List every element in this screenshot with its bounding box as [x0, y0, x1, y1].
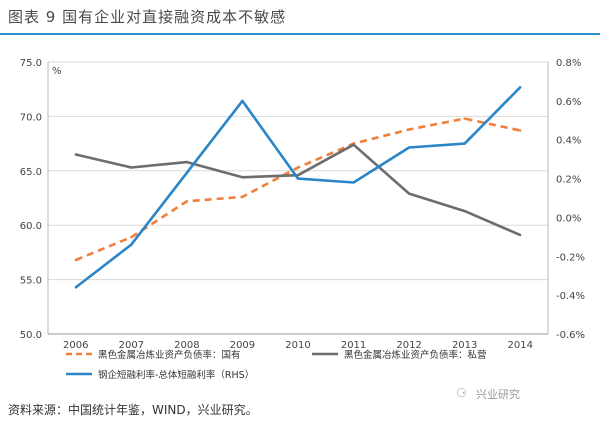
data-point	[74, 286, 77, 289]
y-right-tick-label: -0.4%	[556, 291, 585, 302]
y-right-tick-label: 0.0%	[556, 213, 581, 224]
data-point	[407, 192, 411, 195]
y-right-tick-label: -0.6%	[556, 330, 585, 341]
legend-label: 黑色金属冶炼业资产负债率：国有	[98, 349, 241, 361]
data-point	[185, 160, 189, 164]
x-tick-label: 2012	[396, 340, 421, 351]
data-point	[74, 258, 77, 262]
legend-label: 钢企短融利率-总体短融利率（RHS）	[98, 369, 254, 381]
data-point	[296, 177, 300, 180]
x-tick-label: 2013	[452, 340, 477, 351]
x-tick-label: 2008	[174, 340, 199, 351]
figure-title: 图表 9 国有企业对直接融资成本不敏感	[8, 8, 287, 26]
x-tick-label: 2009	[230, 340, 255, 351]
data-point	[130, 243, 133, 246]
y-right-tick-label: 0.6%	[556, 97, 581, 108]
y-left-tick-label: 70.0	[20, 112, 42, 123]
data-point	[241, 176, 244, 179]
x-tick-label: 2010	[285, 340, 310, 351]
data-point	[519, 86, 522, 89]
y-right-tick-label: 0.8%	[556, 58, 581, 69]
series-line	[75, 86, 522, 289]
data-point	[241, 195, 244, 199]
data-point	[519, 129, 522, 132]
y-left-tick-label: 60.0	[20, 221, 42, 232]
data-point	[185, 171, 189, 174]
watermark-text: 兴业研究	[476, 388, 520, 401]
y-left-tick-label: 75.0	[20, 58, 42, 69]
legend-label: 黑色金属冶炼业资产负债率：私营	[344, 349, 487, 361]
wechat-icon: ⚆	[456, 386, 467, 400]
data-point	[241, 99, 244, 103]
series-line	[75, 143, 521, 237]
data-point	[407, 146, 411, 149]
data-point	[74, 153, 77, 156]
line-chart: 50.0 55.0 60.0 65.0 70.0 75.0% -0.6% -0.4% -0.2%…	[20, 58, 585, 381]
source-note: 资料来源：中国统计年鉴，WIND，兴业研究。	[8, 403, 258, 417]
x-tick-label: 2007	[119, 340, 144, 351]
data-point	[352, 143, 355, 146]
x-tick-label: 2011	[341, 340, 366, 351]
y-left-tick-label: 65.0	[20, 167, 42, 178]
data-point	[130, 166, 133, 169]
title-divider	[0, 33, 600, 35]
data-point	[519, 233, 522, 237]
y-right-tick-label: 0.4%	[556, 136, 581, 147]
x-tick-label: 2014	[507, 340, 532, 351]
y-right-tick-label: -0.2%	[556, 252, 585, 263]
data-point	[130, 235, 133, 239]
y-left-tick-label: 55.0	[20, 276, 42, 287]
data-point	[352, 181, 355, 184]
data-point	[296, 166, 300, 169]
data-point	[463, 117, 466, 120]
data-point	[463, 142, 466, 145]
data-point	[185, 200, 189, 203]
y-left-unit-label: %	[52, 66, 62, 77]
x-tick-label: 2006	[63, 340, 88, 351]
series-line	[75, 117, 521, 262]
data-point	[407, 128, 411, 131]
y-left-tick-label: 50.0	[20, 330, 42, 341]
y-right-tick-label: 0.2%	[556, 175, 581, 186]
data-point	[463, 209, 466, 213]
